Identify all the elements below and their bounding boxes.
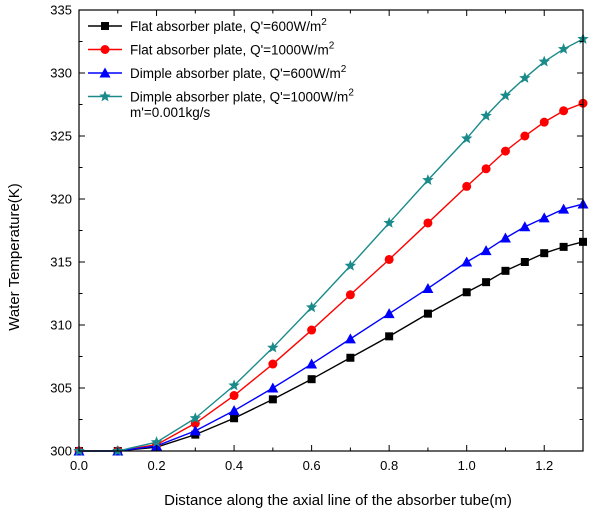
- series-3-point: [499, 232, 511, 243]
- x-axis-title: Distance along the axial line of the abs…: [164, 492, 512, 509]
- series-4-point: [189, 412, 202, 424]
- series-2-point: [481, 164, 491, 174]
- series-2-point: [559, 106, 569, 116]
- series-1-point: [423, 309, 432, 318]
- series-4-point: [499, 89, 512, 101]
- y-axis-title: Water Temperature(K): [6, 183, 23, 331]
- y-tick-label: 315: [50, 255, 72, 270]
- x-tick-label: 0.0: [70, 458, 88, 473]
- legend-label: Dimple absorber plate, Q'=600W/m2: [130, 64, 347, 81]
- legend-marker: [99, 67, 111, 78]
- series-3-point: [344, 333, 356, 344]
- series-4-point: [460, 132, 473, 144]
- series-4-point: [383, 216, 395, 228]
- axes-layer: 0.0 0.2 0.4 0.6 0.8 1.0 1.2 300 305 310 315 320 325 3…: [50, 3, 584, 473]
- x-tick-label: 0.6: [303, 458, 321, 473]
- legend-note: m'=0.001kg/s: [130, 105, 210, 120]
- y-tick-label: 325: [50, 129, 72, 144]
- plot-layer: [73, 32, 589, 456]
- x-tick-label: 1.2: [535, 458, 553, 473]
- series-3-point: [480, 245, 492, 256]
- legend-marker: [100, 45, 110, 54]
- series-2-point: [500, 146, 510, 156]
- y-tick-label: 300: [50, 444, 72, 459]
- series-4-point: [480, 109, 492, 121]
- series-1: [75, 237, 587, 455]
- series-4-point: [267, 341, 279, 353]
- series-1-point: [346, 353, 355, 362]
- series-2-point: [462, 181, 472, 191]
- series-2: [74, 98, 588, 456]
- series-1-point: [385, 332, 394, 341]
- series-1-point: [559, 242, 568, 251]
- series-3-point: [228, 405, 240, 416]
- series-1-point: [482, 278, 491, 287]
- legend: Flat absorber plate, Q'=600W/m2 Flat abso…: [88, 17, 354, 120]
- series-3-point: [267, 382, 279, 393]
- series-3-point: [519, 221, 531, 232]
- y-tick-label: 330: [50, 66, 72, 81]
- series-3-point: [538, 212, 550, 223]
- series-4-point: [422, 174, 434, 185]
- series-3-point: [383, 308, 395, 319]
- y-tick-label: 320: [50, 192, 72, 207]
- series-2-point: [345, 290, 355, 300]
- legend-item-3: Dimple absorber plate, Q'=600W/m2: [88, 64, 347, 81]
- series-2-point: [423, 218, 433, 228]
- legend-marker: [101, 22, 109, 30]
- series-3-point: [306, 358, 318, 369]
- series-2-point: [384, 254, 394, 264]
- series-4-point: [519, 72, 531, 83]
- series-3: [73, 198, 589, 456]
- y-tick-label: 305: [50, 381, 72, 396]
- series-4-point: [344, 259, 357, 271]
- series-1-point: [268, 395, 277, 404]
- x-tick-label: 1.0: [458, 458, 476, 473]
- legend-item-4: Dimple absorber plate, Q'=1000W/m2: [88, 88, 354, 105]
- legend-label-superscript: 2: [348, 88, 354, 99]
- series-3-point: [422, 282, 434, 293]
- series-2-point: [307, 325, 317, 335]
- series-2-line: [79, 102, 584, 452]
- legend-label: Flat absorber plate, Q'=1000W/m2: [130, 41, 335, 58]
- legend-item-2: Flat absorber plate, Q'=1000W/m2: [88, 41, 335, 58]
- series-1-point: [462, 288, 471, 297]
- legend-item-1: Flat absorber plate, Q'=600W/m2: [88, 17, 327, 34]
- series-1-point: [307, 375, 316, 384]
- series-4-point: [305, 301, 318, 313]
- legend-label-superscript: 2: [329, 41, 335, 52]
- series-2-point: [229, 391, 239, 401]
- x-tick-label: 0.4: [225, 458, 243, 473]
- series-2-point: [539, 117, 549, 127]
- series-3-point: [461, 256, 473, 267]
- series-1-point: [501, 266, 510, 275]
- series-2-point: [268, 359, 278, 369]
- legend-label: Dimple absorber plate, Q'=1000W/m2: [130, 88, 354, 105]
- series-1-point: [520, 258, 529, 266]
- series-4-point: [538, 55, 550, 67]
- series-4-point: [557, 43, 570, 54]
- series-2-point: [520, 131, 530, 141]
- x-tick-label: 0.8: [380, 458, 398, 473]
- y-tick-label: 335: [50, 3, 72, 18]
- series-4-point: [228, 379, 240, 391]
- series-3-point: [558, 203, 570, 214]
- series-1-point: [230, 414, 239, 423]
- y-tick-label: 310: [50, 318, 72, 333]
- x-tick-label: 0.2: [147, 458, 165, 473]
- legend-label-superscript: 2: [341, 64, 347, 75]
- legend-label: Flat absorber plate, Q'=600W/m2: [130, 17, 327, 34]
- series-1-point: [540, 249, 549, 258]
- legend-marker: [99, 90, 111, 102]
- series-4-point: [150, 436, 163, 448]
- series-3-point: [189, 425, 201, 436]
- legend-label-superscript: 2: [321, 17, 327, 28]
